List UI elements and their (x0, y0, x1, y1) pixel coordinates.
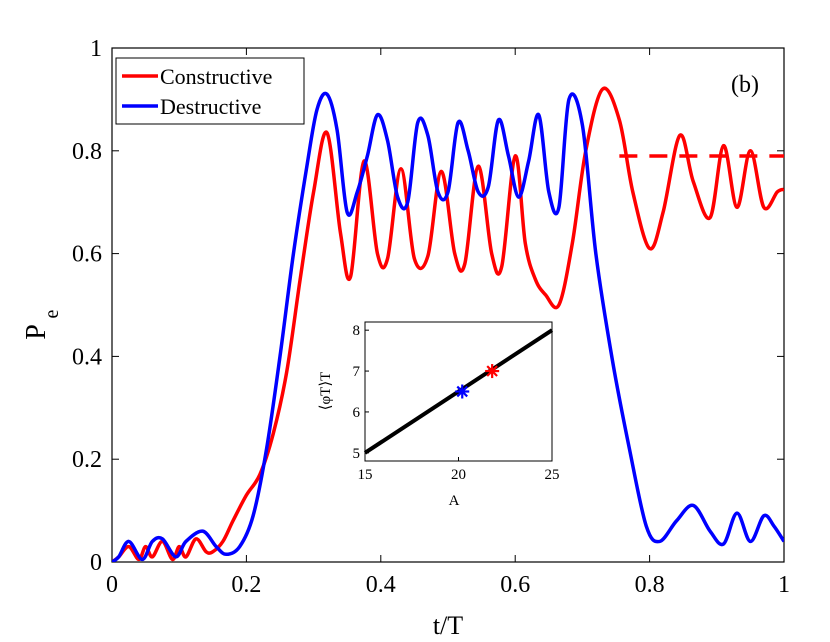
y-tick-label: 1 (90, 36, 102, 62)
main-chart: 0 0.2 0.4 0.6 0.8 1 0 0.2 0.4 0.6 0.8 1 (72, 36, 790, 598)
inset-y-tick-label: 8 (353, 323, 361, 339)
y-axis-label-subscript: e (41, 309, 63, 318)
x-tick-label: 0.4 (366, 572, 396, 598)
y-tick-label: 0.2 (72, 447, 102, 473)
inset-y-tick-label: 6 (353, 405, 361, 421)
x-tick-label: 0.8 (635, 572, 665, 598)
series-line-constructive (112, 86, 784, 562)
inset-marker-destructive (455, 384, 470, 399)
inset-y-tick-label: 7 (353, 364, 361, 380)
legend: Constructive Destructive (115, 57, 305, 125)
legend-label-destructive: Destructive (160, 94, 261, 119)
inset-x-tick-label: 20 (451, 467, 466, 483)
inset-x-axis-label: A (449, 493, 460, 509)
plot-frame (111, 47, 785, 563)
y-tick-label: 0.8 (72, 139, 102, 165)
inset-axis-ticks: 15 20 25 5 6 7 8 (353, 323, 560, 483)
inset-x-tick-label: 15 (358, 467, 373, 483)
x-axis-label: t/T (433, 611, 463, 640)
y-tick-label: 0.4 (72, 344, 102, 370)
x-tick-label: 1 (778, 572, 790, 598)
series-line-destructive (112, 91, 784, 562)
series-layer (112, 86, 784, 562)
inset-y-tick-label: 5 (353, 446, 361, 462)
panel-label: (b) (731, 72, 759, 98)
inset-marker-constructive (485, 364, 500, 379)
axis-ticks: 0 0.2 0.4 0.6 0.8 1 0 0.2 0.4 0.6 0.8 1 (72, 36, 790, 598)
x-tick-label: 0.2 (231, 572, 261, 598)
x-tick-label: 0 (106, 572, 118, 598)
legend-label-constructive: Constructive (160, 64, 272, 89)
inset-x-tick-label: 25 (545, 467, 560, 483)
inset-y-axis-label: ⟨φT⟩T (318, 372, 334, 411)
y-axis-label-main: P (21, 324, 52, 340)
y-axis-label: P e (21, 309, 63, 339)
y-tick-label: 0 (90, 550, 102, 576)
x-tick-label: 0.6 (500, 572, 530, 598)
inset-series-layer (363, 328, 554, 455)
y-tick-label: 0.6 (72, 242, 102, 268)
inset-chart: 15 20 25 5 6 7 8 A ⟨φT⟩T (318, 321, 560, 509)
